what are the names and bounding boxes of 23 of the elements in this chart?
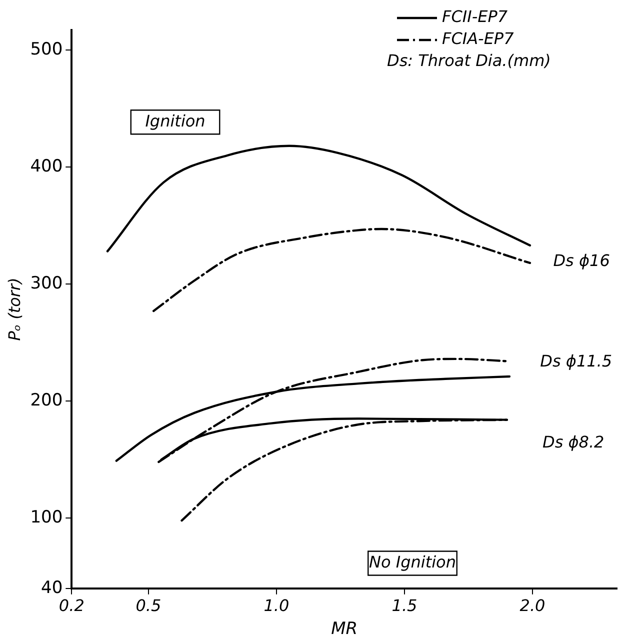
y-tick-label: 300 (30, 273, 63, 294)
x-axis-title: MR (331, 619, 358, 640)
legend-label: FCII-EP7 (442, 7, 508, 26)
annotation: Ds: Throat Dia.(mm) (387, 51, 551, 70)
annotation: Ds ϕ16 (553, 250, 610, 270)
x-tick-label: 0.2 (58, 596, 84, 616)
annotation: Ds ϕ11.5 (540, 351, 612, 370)
x-tick-label: 1.5 (392, 596, 418, 616)
annotation: Ignition (145, 111, 206, 130)
x-tick-label: 0.5 (136, 596, 162, 616)
y-tick-label: 200 (30, 390, 63, 411)
line-series (106, 144, 532, 252)
line-series (152, 228, 532, 312)
x-tick-label: 2.0 (520, 596, 546, 616)
x-tick-label: 1.0 (264, 596, 290, 616)
annotation: No Ignition (369, 552, 456, 572)
legend-label: FCIA-EP7 (442, 29, 515, 48)
annotation: Ds ϕ8.2 (542, 432, 604, 452)
y-axis-title: Pₒ (torr) (4, 278, 24, 341)
y-tick-label: 100 (30, 508, 63, 528)
y-tick-label: 400 (30, 156, 63, 176)
y-tick-label: 40 (41, 578, 63, 598)
y-tick-label: 500 (30, 39, 63, 60)
